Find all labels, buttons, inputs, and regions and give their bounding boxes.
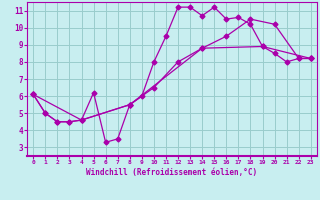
X-axis label: Windchill (Refroidissement éolien,°C): Windchill (Refroidissement éolien,°C) [86,168,258,177]
